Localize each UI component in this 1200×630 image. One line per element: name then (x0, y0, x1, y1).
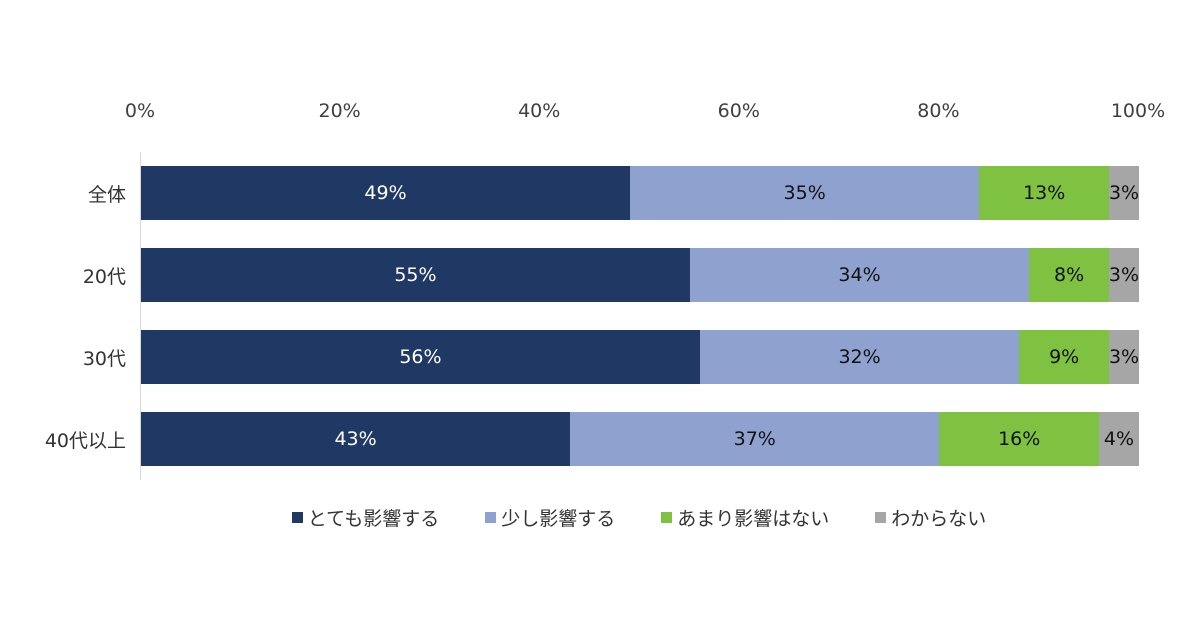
x-axis-tick: 20% (318, 100, 361, 122)
x-axis: 0% 20% 40% 60% 80% 100% (125, 100, 1165, 130)
bar-segment: 13% (979, 166, 1110, 220)
category-label: 20代 (82, 265, 126, 288)
category-label: 30代 (82, 347, 126, 370)
x-axis-tick: 100% (1110, 100, 1166, 122)
plot-body: 全体 20代 30代 40代以上 49% 35% 13% 3% 55% 34% 8% 3% 56% 32… (0, 152, 1200, 480)
x-axis-tick: 60% (717, 100, 760, 122)
plot-area: 49% 35% 13% 3% 55% 34% 8% 3% 56% 32% 9% 3% 43% 37% 16%… (140, 152, 1139, 480)
x-axis-tick: 40% (518, 100, 561, 122)
bar-segment: 16% (939, 412, 1100, 466)
bar-segment: 8% (1029, 248, 1110, 302)
bar-row: 56% 32% 9% 3% (141, 316, 1139, 398)
category-label: 40代以上 (44, 429, 126, 452)
x-axis-tick: 80% (917, 100, 960, 122)
legend-item: わからない (875, 504, 986, 531)
legend-swatch-icon (485, 512, 497, 523)
category-axis: 全体 20代 30代 40代以上 (0, 152, 140, 480)
x-axis-tick: 0% (124, 100, 156, 122)
legend-item: 少し影響する (485, 504, 615, 531)
bar-segment: 35% (630, 166, 980, 220)
legend-label: 少し影響する (501, 508, 616, 530)
stacked-bar: 43% 37% 16% 4% (141, 412, 1139, 466)
bar-segment: 49% (141, 166, 631, 220)
legend-swatch-icon (661, 512, 673, 523)
category-label: 全体 (87, 183, 126, 206)
legend-swatch-icon (291, 512, 303, 523)
legend-label: わからない (891, 508, 987, 530)
bar-segment: 37% (570, 412, 940, 466)
chart-legend: とても影響する 少し影響する あまり影響はない わからない (140, 504, 1138, 531)
legend-label: あまり影響はない (677, 508, 830, 530)
bar-segment: 32% (699, 330, 1020, 384)
stacked-bar-chart: 0% 20% 40% 60% 80% 100% 全体 20代 30代 40代以上 49% 35% 1… (0, 100, 1200, 531)
bar-segment: 3% (1109, 166, 1139, 220)
bar-segment: 9% (1019, 330, 1110, 384)
legend-item: とても影響する (291, 504, 440, 531)
bar-row: 55% 34% 8% 3% (141, 234, 1139, 316)
bar-segment: 34% (689, 248, 1030, 302)
bar-segment: 3% (1109, 248, 1139, 302)
stacked-bar: 55% 34% 8% 3% (141, 248, 1139, 302)
bar-segment: 4% (1099, 412, 1139, 466)
bar-segment: 55% (141, 248, 690, 302)
legend-item: あまり影響はない (661, 504, 829, 531)
bar-row: 49% 35% 13% 3% (141, 152, 1139, 234)
legend-label: とても影響する (307, 508, 440, 530)
stacked-bar: 49% 35% 13% 3% (141, 166, 1139, 220)
bar-segment: 56% (141, 330, 700, 384)
legend-swatch-icon (875, 512, 887, 523)
bar-row: 43% 37% 16% 4% (141, 398, 1139, 480)
bar-segment: 43% (141, 412, 571, 466)
stacked-bar: 56% 32% 9% 3% (141, 330, 1139, 384)
bar-segment: 3% (1109, 330, 1139, 384)
